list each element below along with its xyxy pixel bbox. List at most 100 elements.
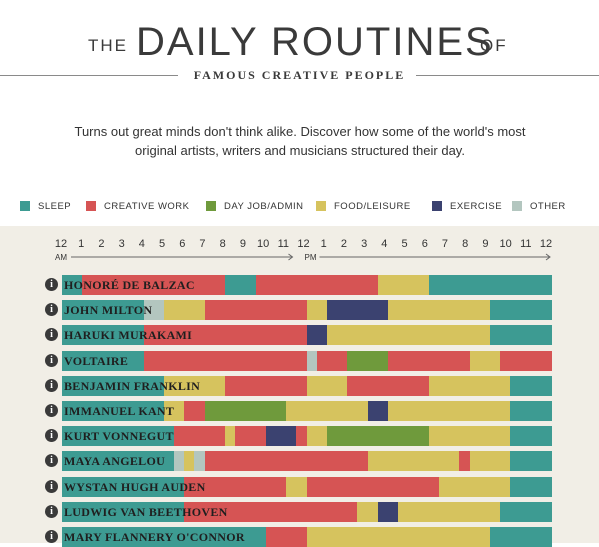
- routine-bar[interactable]: [62, 350, 552, 371]
- routine-bar[interactable]: [62, 426, 552, 447]
- segment-food: [398, 501, 501, 522]
- legend-label-creative: CREATIVE WORK: [104, 200, 190, 212]
- title-block: THE DAILY ROUTINES OF: [0, 20, 599, 66]
- segment-sleep: [62, 401, 165, 421]
- x-tick-label: 11: [520, 238, 531, 250]
- segment-exercise: [326, 300, 389, 321]
- segment-dayjob: [347, 350, 389, 371]
- segment-creative: [347, 375, 430, 396]
- info-icon[interactable]: i: [45, 504, 58, 518]
- segment-creative: [296, 426, 307, 447]
- x-tick-label: 4: [139, 238, 145, 250]
- segment-sleep: [62, 451, 175, 472]
- page-title: DAILY ROUTINES: [136, 20, 494, 64]
- person-name[interactable]: HONORÉ DE BALZAC: [64, 278, 195, 292]
- person-name[interactable]: KURT VONNEGUT: [64, 429, 174, 444]
- segment-sleep: [428, 275, 552, 295]
- title-prefix: THE: [88, 36, 128, 55]
- legend-item-exercise: EXERCISE: [432, 199, 502, 213]
- segment-dayjob: [326, 426, 430, 447]
- segment-food: [428, 375, 511, 396]
- legend-label-sleep: SLEEP: [38, 200, 72, 212]
- info-icon[interactable]: i: [45, 454, 58, 468]
- routine-bar[interactable]: [62, 300, 552, 321]
- routine-row: i BENJAMIN FRANKLIN: [0, 375, 599, 396]
- info-icon[interactable]: i: [45, 378, 58, 392]
- legend-swatch-sleep: [20, 201, 30, 211]
- segment-sleep: [510, 476, 552, 497]
- routine-bar[interactable]: [62, 501, 552, 522]
- routine-row: i VOLTAIRE: [0, 350, 599, 371]
- segment-creative: [255, 275, 379, 295]
- routine-bar[interactable]: [62, 401, 552, 421]
- x-tick-label: 8: [462, 238, 468, 250]
- segment-sleep: [510, 451, 552, 472]
- person-name[interactable]: MAYA ANGELOU: [64, 454, 166, 469]
- info-icon[interactable]: i: [45, 328, 58, 342]
- info-icon[interactable]: i: [45, 479, 58, 493]
- x-tick-label: 3: [361, 238, 367, 250]
- segment-sleep: [62, 501, 185, 522]
- x-tick-label: 2: [98, 238, 104, 250]
- segment-food: [163, 375, 226, 396]
- segment-creative: [174, 426, 226, 447]
- info-icon[interactable]: i: [45, 353, 58, 367]
- segment-sleep: [62, 375, 165, 396]
- info-icon[interactable]: i: [45, 404, 58, 417]
- segment-creative: [500, 350, 552, 371]
- info-icon[interactable]: i: [45, 530, 58, 543]
- pm-label: PM: [305, 253, 317, 262]
- routine-bar[interactable]: [62, 375, 552, 396]
- segment-creative: [306, 476, 440, 497]
- segment-food: [163, 401, 185, 421]
- routine-bar[interactable]: [62, 476, 552, 497]
- person-name[interactable]: WYSTAN HUGH AUDEN: [64, 479, 206, 494]
- x-tick-label: 10: [499, 238, 511, 250]
- segment-creative: [184, 476, 287, 497]
- am-arrow-icon: [288, 253, 294, 261]
- legend-swatch-other: [512, 201, 522, 211]
- person-name[interactable]: JOHN MILTON: [64, 303, 153, 318]
- segment-creative: [82, 275, 226, 295]
- segment-food: [184, 451, 195, 472]
- segment-food: [225, 426, 236, 447]
- intro-text: Turns out great minds don't think alike.…: [74, 124, 526, 158]
- routine-bar[interactable]: [62, 325, 552, 346]
- legend-label-food: FOOD/LEISURE: [334, 200, 411, 212]
- info-icon[interactable]: i: [45, 278, 58, 291]
- x-tick-label: 5: [159, 238, 165, 250]
- routine-row: i MAYA ANGELOU: [0, 451, 599, 472]
- segment-sleep: [62, 300, 144, 321]
- routine-row: i WYSTAN HUGH AUDEN: [0, 476, 599, 497]
- person-name[interactable]: HARUKI MURAKAMI: [64, 328, 193, 343]
- legend-swatch-food: [316, 201, 326, 211]
- segment-food: [469, 350, 501, 371]
- segment-sleep: [62, 325, 144, 346]
- person-name[interactable]: IMMANUEL KANT: [64, 404, 175, 418]
- person-name[interactable]: MARY FLANNERY O'CONNOR: [64, 530, 245, 544]
- info-icon[interactable]: i: [45, 429, 58, 443]
- segment-sleep: [62, 275, 83, 295]
- legend-item-sleep: SLEEP: [20, 199, 71, 213]
- routine-bar[interactable]: [62, 527, 552, 547]
- segment-creative: [204, 451, 369, 472]
- segment-food: [367, 451, 460, 472]
- segment-other: [143, 300, 165, 321]
- person-name[interactable]: VOLTAIRE: [64, 353, 129, 368]
- segment-sleep: [62, 426, 175, 447]
- segment-food: [286, 476, 307, 497]
- am-label: AM: [55, 253, 67, 262]
- person-name[interactable]: LUDWIG VAN BEETHOVEN: [64, 504, 228, 519]
- x-tick-label: 10: [257, 238, 269, 250]
- routine-bar[interactable]: [62, 451, 552, 472]
- segment-other: [306, 350, 318, 371]
- pm-arrow-icon: [545, 253, 551, 261]
- legend-swatch-creative: [86, 201, 96, 211]
- person-name[interactable]: BENJAMIN FRANKLIN: [64, 378, 201, 393]
- x-tick-label: 12: [297, 238, 309, 250]
- routine-bar[interactable]: [62, 275, 552, 295]
- info-icon[interactable]: i: [45, 303, 58, 317]
- segment-sleep: [510, 426, 552, 447]
- segment-food: [438, 476, 511, 497]
- x-tick-label: 6: [422, 238, 428, 250]
